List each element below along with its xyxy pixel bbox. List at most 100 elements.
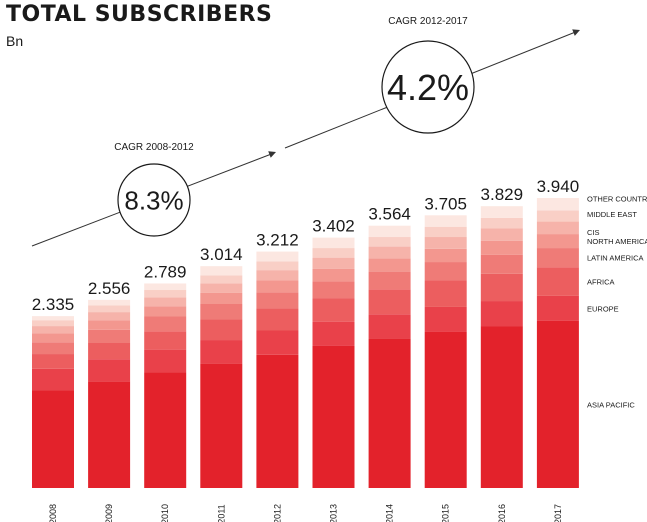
bar-segment-2016-6	[480, 228, 523, 241]
bar-segment-2010-6	[144, 297, 187, 307]
bar-segment-2010-4	[144, 316, 187, 332]
bar-segment-2015-5	[424, 248, 467, 263]
bar-segment-2017-8	[536, 198, 579, 211]
bar-segment-2008-4	[32, 342, 74, 355]
total-labels-group: 2.335 2.556 2.789 3.014 3.212 3.402 3.564 3.705…	[32, 177, 579, 314]
cagr-value-2: 4.2%	[387, 67, 469, 108]
total-label-2015: 3.705	[424, 194, 467, 213]
year-label-2012: 2012	[272, 504, 282, 522]
bar-segment-2012-1	[256, 354, 299, 488]
year-label-2008: 2008	[48, 504, 58, 522]
bar-segment-2015-7	[424, 226, 467, 238]
legend-group: ASIA PACIFIC EUROPE AFRICA LATIN AMERICA NOR…	[587, 194, 647, 409]
total-label-2010: 2.789	[144, 262, 187, 281]
bar-segment-2009-7	[88, 305, 131, 313]
cagr-caption-1: CAGR 2008-2012	[114, 142, 194, 153]
bar-segment-2011-6	[200, 283, 243, 293]
bar-segment-2012-5	[256, 280, 299, 293]
cagr-annotations: CAGR 2008-2012 8.3% CAGR 2012-2017 4.2%	[31, 16, 580, 247]
year-label-2016: 2016	[497, 504, 507, 522]
total-label-2014: 3.564	[368, 205, 411, 224]
bar-segment-2009-1	[88, 381, 131, 488]
bar-segment-2008-1	[32, 390, 74, 488]
trend-arrow-2012-2017	[572, 29, 580, 36]
bar-segment-2017-6	[536, 221, 579, 235]
bar-segment-2011-1	[200, 363, 243, 488]
total-label-2008: 2.335	[32, 295, 75, 314]
bar-segment-2008-6	[32, 326, 74, 334]
year-labels-group: 2008 2009 2010 2011 2012 2013 2014 2015 2016 2017	[48, 504, 563, 522]
bar-segment-2015-2	[424, 306, 467, 332]
bar-segment-2013-8	[312, 237, 355, 249]
bar-segment-2008-5	[32, 333, 74, 343]
cagr-circle-2	[381, 40, 475, 134]
bar-segment-2016-1	[480, 326, 523, 488]
bar-segment-2011-2	[200, 340, 243, 364]
bar-segment-2010-1	[144, 372, 187, 488]
bar-segment-2009-5	[88, 320, 131, 330]
legend-item-6: CIS	[587, 228, 600, 237]
bar-segment-2012-4	[256, 292, 299, 309]
bar-segment-2017-3	[536, 267, 579, 296]
legend-item-2: EUROPE	[587, 304, 619, 313]
bar-segment-2017-5	[536, 234, 579, 249]
legend-item-3: AFRICA	[587, 278, 615, 287]
cagr-caption-2: CAGR 2012-2017	[388, 16, 468, 27]
bar-segment-2008-3	[32, 354, 74, 369]
bar-segment-2014-4	[368, 271, 411, 290]
bar-segment-2016-5	[480, 240, 523, 255]
bar-segment-2012-3	[256, 308, 299, 331]
bar-segment-2009-4	[88, 329, 131, 344]
bar-segment-2015-8	[424, 215, 467, 227]
unit-label: Bn	[6, 33, 24, 49]
bar-segment-2016-3	[480, 273, 523, 302]
bar-segment-2013-4	[312, 281, 355, 299]
bar-segment-2014-6	[368, 246, 411, 259]
bar-segment-2016-2	[480, 301, 523, 327]
bar-segment-2013-3	[312, 298, 355, 322]
bar-segment-2016-7	[480, 217, 523, 229]
bar-segment-2010-5	[144, 306, 187, 317]
total-label-2011: 3.014	[200, 245, 243, 264]
bar-segment-2012-2	[256, 330, 299, 355]
bar-segment-2013-2	[312, 321, 355, 346]
total-label-2012: 3.212	[256, 231, 299, 250]
bar-segment-2009-6	[88, 312, 131, 321]
bars-group	[32, 198, 579, 488]
bar-segment-2012-6	[256, 270, 299, 281]
legend-item-1: ASIA PACIFIC	[587, 400, 635, 409]
legend-item-4: LATIN AMERICA	[587, 254, 644, 263]
legend-item-8: OTHER COUNTRIES	[587, 194, 647, 203]
bar-segment-2013-5	[312, 268, 355, 282]
bar-segment-2008-2	[32, 368, 74, 391]
bar-segment-2015-3	[424, 280, 467, 307]
legend-item-7: MIDDLE EAST	[587, 210, 637, 219]
bar-segment-2013-7	[312, 248, 355, 258]
bar-segment-2016-4	[480, 254, 523, 274]
bar-segment-2015-6	[424, 237, 467, 249]
total-label-2013: 3.402	[312, 217, 355, 236]
bar-segment-2017-4	[536, 248, 579, 268]
bar-segment-2009-2	[88, 359, 131, 382]
bar-segment-2013-1	[312, 345, 355, 488]
bar-segment-2014-5	[368, 258, 411, 272]
bar-segment-2017-7	[536, 210, 579, 222]
year-label-2014: 2014	[385, 504, 395, 522]
bar-segment-2017-2	[536, 295, 579, 321]
bar-segment-2009-8	[88, 299, 131, 306]
bar-segment-2014-1	[368, 338, 411, 488]
cagr-circle-1	[117, 163, 191, 237]
bar-segment-2009-3	[88, 343, 131, 360]
bar-segment-2014-2	[368, 314, 411, 339]
total-label-2016: 3.829	[481, 185, 524, 204]
bar-segment-2011-7	[200, 275, 243, 284]
bar-segment-2014-3	[368, 289, 411, 315]
year-label-2017: 2017	[553, 504, 563, 522]
year-label-2011: 2011	[216, 504, 226, 522]
legend-item-5: NORTH AMERICA	[587, 237, 647, 246]
bar-segment-2017-1	[536, 320, 579, 488]
bar-segment-2010-8	[144, 283, 187, 291]
bar-segment-2010-2	[144, 349, 187, 373]
bar-segment-2011-3	[200, 319, 243, 341]
